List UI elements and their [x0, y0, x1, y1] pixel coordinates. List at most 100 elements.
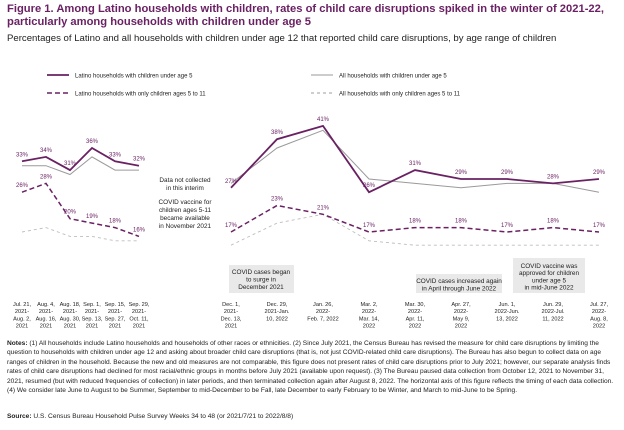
x-tick-label: Aug. 18,2021-Aug. 30, 2021 — [60, 302, 81, 330]
series-1-data-label: 38% — [271, 130, 284, 136]
x-tick-label-line: 2021 — [40, 324, 52, 330]
series-1-data-label: 29% — [501, 170, 514, 176]
x-tick-label-line: Dec. 29, — [267, 302, 288, 308]
series-3-data-label: 17% — [593, 223, 606, 229]
x-tick-label-line: 2021 — [225, 324, 237, 330]
x-tick-label-line: 2022-Jul. — [541, 309, 564, 315]
series-4-line-segment-1 — [21, 227, 139, 242]
x-tick-label-line: 2022- — [592, 309, 606, 315]
series-3-line-segment-2 — [230, 204, 600, 233]
x-tick-label: Jul. 27,2022-Aug. 8, 2022 — [590, 302, 608, 330]
gap-vaccine-note-line-2: children ages 5-11 — [159, 207, 212, 214]
x-tick-label: Mar. 2,2022-Mar. 14, 2022 — [359, 302, 380, 330]
x-tick-label-line: Apr. 27, — [451, 302, 471, 308]
line-chart: Latino households with children under ag… — [13, 73, 608, 330]
gap-note-line-1: Data not collected — [159, 177, 211, 184]
x-tick-label-line: 2021 — [16, 324, 28, 330]
cases-increased-note-line-2: in April through June 2022 — [422, 286, 497, 293]
x-tick-label: Sep. 29,2021-Oct. 11, 2021 — [129, 302, 150, 330]
x-tick-label-line: Jul. 21, — [13, 302, 31, 308]
series-3-data-label: 21% — [317, 205, 330, 211]
series-2-line-segment-2 — [230, 129, 600, 193]
x-tick-label-line: Aug. 4, — [37, 302, 55, 308]
series-1-data-label: 29% — [593, 170, 606, 176]
series-4-line-segment-2 — [230, 213, 599, 246]
cases-increased-box — [416, 274, 502, 293]
x-tick-label: Jun. 1,2022-Jun.13, 2022 — [495, 302, 520, 322]
notes-label: Notes: — [7, 340, 28, 347]
x-tick-label-line: Feb. 7, 2022 — [307, 316, 338, 322]
x-tick-label-line: 13, 2022 — [496, 316, 518, 322]
legend-label-3: Latino households with only children age… — [75, 91, 206, 97]
series-1-data-label: 29% — [455, 170, 468, 176]
x-tick-label-line: 2022 — [455, 324, 467, 330]
x-tick-label-line: 2022- — [408, 309, 422, 315]
series-1-data-label: 31% — [409, 161, 422, 167]
source-label: Source: — [7, 413, 32, 420]
x-tick-label-line: Sep. 15, — [105, 302, 126, 308]
series-3-data-label: 28% — [40, 174, 53, 180]
figure-title: Figure 1. Among Latino households with c… — [7, 3, 604, 28]
series-3-data-label: 17% — [501, 223, 514, 229]
figure-notes: Notes: (1) All households include Latino… — [7, 339, 619, 395]
vaccine-under5-box — [513, 258, 585, 293]
covid-surge-note-line-3: December 2021 — [238, 284, 284, 291]
source-text: U.S. Census Bureau Household Pulse Surve… — [33, 413, 294, 420]
x-tick-label-line: 10, 2022 — [266, 316, 288, 322]
x-tick-label-line: 2021 — [64, 324, 76, 330]
x-tick-label-line: 2022- — [362, 309, 376, 315]
x-tick-label: Jan. 26,2022-Feb. 7, 2022 — [307, 302, 338, 322]
x-tick-label-line: Sep. 27, — [105, 316, 126, 322]
x-tick-label-line: 2021-Jan. — [265, 309, 290, 315]
series-1-data-label: 34% — [40, 148, 53, 154]
series-1-data-label: 33% — [109, 152, 122, 158]
vaccine-under5-note-line-4: in mid-June 2022 — [524, 285, 573, 292]
x-tick-label-line: Oct. 11, — [129, 316, 149, 322]
x-tick-label-line: Mar. 2, — [360, 302, 378, 308]
x-tick-label-line: Aug. 30, — [60, 316, 81, 322]
cases-increased-note-line-1: COVID cases increased again — [416, 278, 502, 285]
x-tick-label-line: Dec. 1, — [222, 302, 240, 308]
series-1-line-segment-2 — [230, 124, 600, 194]
series-1-data-label: 31% — [64, 161, 77, 167]
series-1-data-label: 32% — [133, 157, 146, 163]
gap-vaccine-note-line-1: COVID vaccine for — [159, 199, 213, 206]
x-tick-label-line: 2021- — [85, 309, 99, 315]
x-tick-label-line: 2021 — [133, 324, 145, 330]
x-tick-label-line: 2022 — [363, 324, 375, 330]
x-tick-label-line: 2021- — [108, 309, 122, 315]
x-tick-label: Dec. 1,2021-Dec. 13, 2021 — [221, 302, 242, 330]
series-3-data-label: 18% — [109, 219, 122, 225]
x-tick-label-line: Aug. 16, — [36, 316, 57, 322]
series-1-data-label: 33% — [16, 152, 29, 158]
x-tick-label-line: Jul. 27, — [590, 302, 608, 308]
x-tick-label: Dec. 29,2021-Jan.10, 2022 — [265, 302, 290, 322]
chart-series — [21, 124, 600, 246]
series-1-data-label: 27% — [225, 179, 238, 185]
series-3-data-label: 19% — [86, 214, 99, 220]
covid-surge-box — [229, 265, 294, 293]
x-tick-label-line: Apr. 11, — [406, 316, 425, 322]
series-3-line-segment-1 — [21, 182, 140, 238]
legend-label-1: Latino households with children under ag… — [75, 73, 193, 79]
x-tick-label: Sep. 15,2021-Sep. 27, 2021 — [105, 302, 126, 330]
series-3-data-label: 26% — [16, 183, 29, 189]
covid-surge-note-line-2: to surge in — [246, 277, 276, 284]
x-tick-label-line: 11, 2022 — [542, 316, 563, 322]
legend-label-2: All households with children under age 5 — [339, 73, 447, 79]
x-tick-label-line: 2021- — [132, 309, 146, 315]
series-2-line-segment-1 — [22, 156, 139, 176]
series-1-data-label: 36% — [86, 139, 99, 145]
x-tick-label: Mar. 30,2022-Apr. 11, 2022 — [405, 302, 426, 330]
series-3-data-label: 16% — [133, 227, 146, 233]
figure-source: Source: U.S. Census Bureau Household Pul… — [7, 413, 619, 420]
vaccine-under5-note-line-1: COVID vaccine was — [521, 263, 578, 270]
gap-vaccine-note-line-3: became available — [160, 215, 210, 222]
x-tick-label: Sep. 1,2021-Sep. 13, 2021 — [82, 302, 103, 330]
x-tick-label: Jun. 29,2022-Jul.11, 2022 — [541, 302, 564, 322]
x-tick-label-line: May 9, — [453, 316, 470, 322]
x-tick-label-line: Aug. 18, — [60, 302, 81, 308]
x-tick-label: Aug. 4,2021-Aug. 16, 2021 — [36, 302, 57, 330]
series-1-data-label: 26% — [363, 183, 376, 189]
